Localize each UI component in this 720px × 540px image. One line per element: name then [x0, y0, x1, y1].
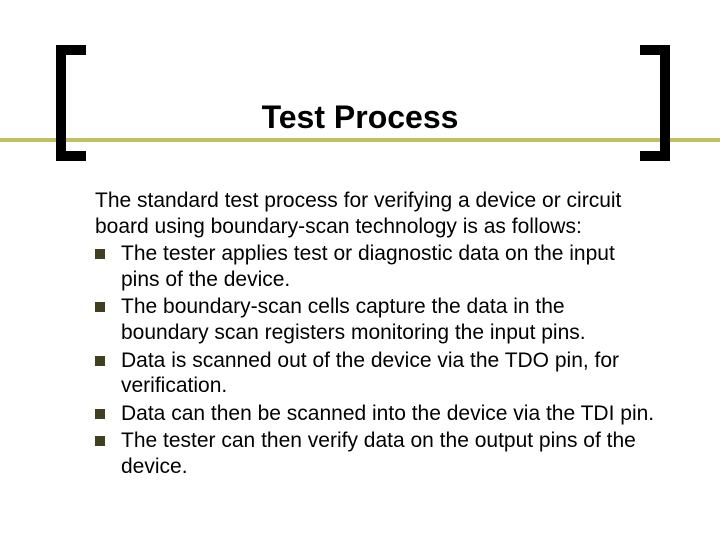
intro-text: The standard test process for verifying … [95, 188, 655, 239]
list-item: Data can then be scanned into the device… [95, 401, 655, 427]
list-item: The tester can then verify data on the o… [95, 428, 655, 479]
list-item: Data is scanned out of the device via th… [95, 348, 655, 399]
slide: Test Process The standard test process f… [0, 0, 720, 540]
list-item-text: Data is scanned out of the device via th… [121, 348, 655, 399]
square-bullet-icon [95, 302, 105, 312]
list-item-text: Data can then be scanned into the device… [121, 401, 655, 427]
square-bullet-icon [95, 409, 105, 419]
accent-line [0, 138, 720, 142]
list-item-text: The tester can then verify data on the o… [121, 428, 655, 479]
slide-title: Test Process [0, 99, 720, 136]
list-item-text: The tester applies test or diagnostic da… [121, 241, 655, 292]
square-bullet-icon [95, 249, 105, 259]
list-item-text: The boundary-scan cells capture the data… [121, 294, 655, 345]
list-item: The tester applies test or diagnostic da… [95, 241, 655, 292]
square-bullet-icon [95, 436, 105, 446]
square-bullet-icon [95, 356, 105, 366]
list-item: The boundary-scan cells capture the data… [95, 294, 655, 345]
slide-body: The standard test process for verifying … [95, 188, 655, 480]
